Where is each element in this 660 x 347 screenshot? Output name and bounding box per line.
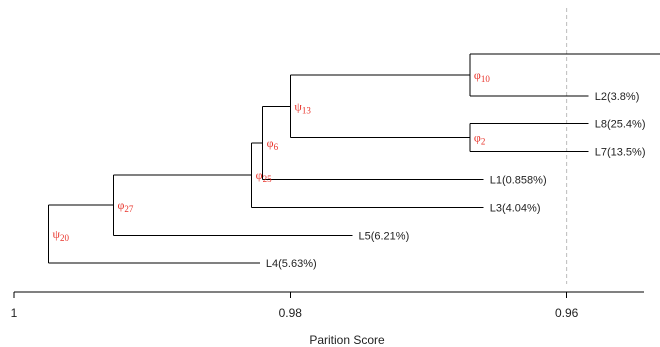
x-tick-label-0: 1 <box>11 306 18 320</box>
node-label-n2: φ10 <box>474 68 490 84</box>
node-label-n5: φ6 <box>267 136 279 152</box>
leaf-label-L8: L8(25.4%) <box>595 119 646 131</box>
node-label-n4: ψ13 <box>294 99 311 115</box>
leaf-label-L7: L7(13.5%) <box>595 147 646 159</box>
leaf-label-L4: L4(5.63%) <box>266 258 317 270</box>
node-label-n8: ψ20 <box>53 227 70 243</box>
branch-layer <box>48 53 660 264</box>
leaf-label-L2: L2(3.8%) <box>595 91 640 103</box>
leaf-label-L1: L1(0.858%) <box>490 175 547 187</box>
node-label-layer: φ2φ10φ2ψ13φ6φ25φ27ψ20 <box>53 68 491 243</box>
node-label-n3: φ2 <box>474 131 485 147</box>
leaf-label-layer: L9(29.9%)L6(10.7%)L2(3.8%)L8(25.4%)L7(13… <box>266 91 646 270</box>
leaf-label-L5: L5(6.21%) <box>358 230 409 242</box>
node-label-n6: φ25 <box>256 168 272 184</box>
x-tick-label-1: 0.98 <box>279 306 303 320</box>
x-tick-label-2: 0.96 <box>555 306 579 320</box>
x-axis-title: Parition Score <box>309 333 385 347</box>
x-axis: 10.980.960.94 <box>11 291 644 320</box>
node-label-n7: φ27 <box>117 198 133 214</box>
leaf-label-L3: L3(4.04%) <box>490 202 541 214</box>
